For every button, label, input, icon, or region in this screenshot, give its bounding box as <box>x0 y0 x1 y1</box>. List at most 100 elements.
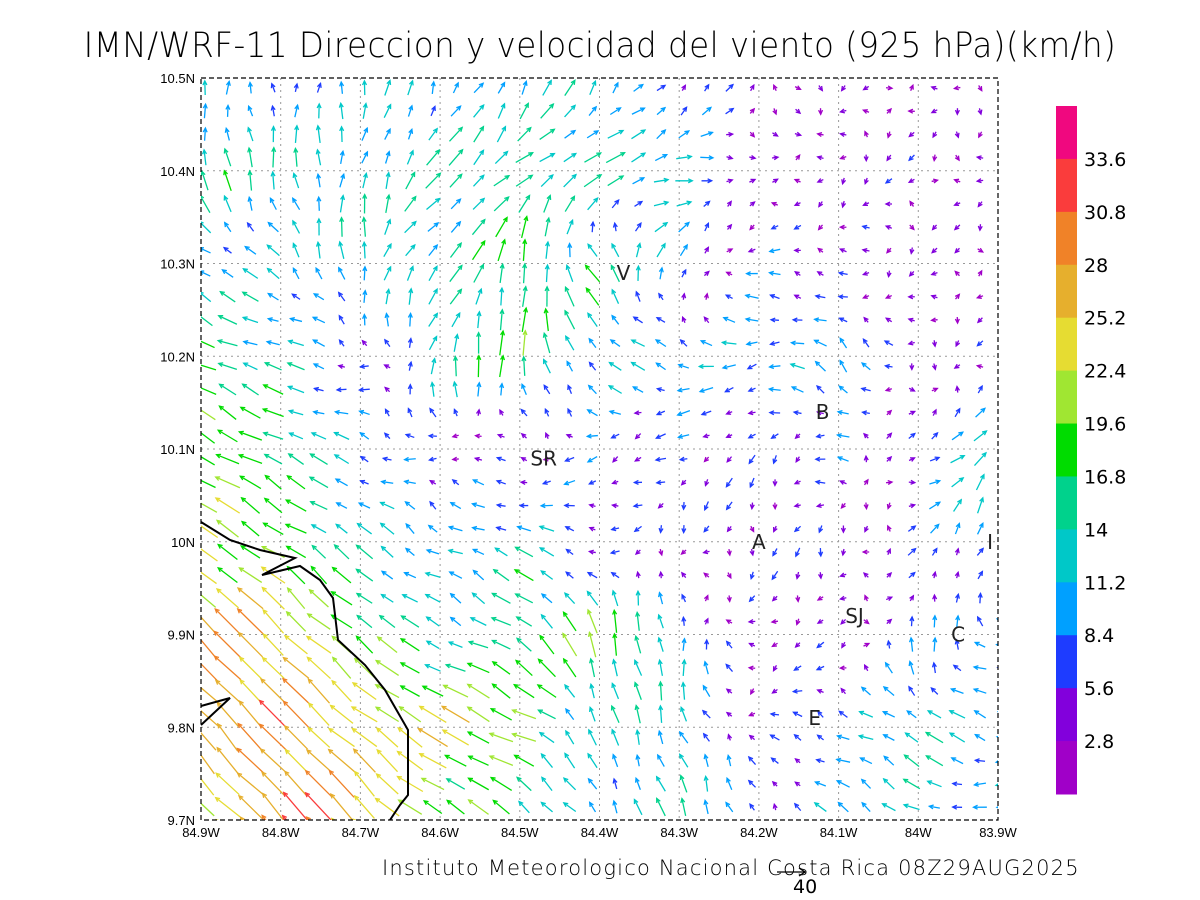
wind-vector <box>563 592 576 605</box>
wind-vector <box>425 640 440 649</box>
wind-vector <box>932 408 937 416</box>
wind-vector <box>908 154 915 162</box>
wind-vector <box>329 792 354 820</box>
wind-vector <box>424 593 441 603</box>
wind-vector <box>337 291 346 302</box>
y-tick-label: 10.2N <box>160 349 195 364</box>
wind-vector <box>931 363 937 371</box>
wind-vector <box>202 148 208 166</box>
wind-vector <box>950 454 966 464</box>
wind-vector <box>331 656 352 679</box>
wind-vector <box>902 778 921 790</box>
wind-vector <box>383 432 391 440</box>
wind-vector <box>904 732 919 743</box>
wind-vector <box>466 706 490 723</box>
wind-vector <box>793 201 801 206</box>
wind-vector <box>519 102 529 120</box>
wind-vector <box>747 410 756 416</box>
wind-vector <box>539 152 556 163</box>
wind-vector <box>401 594 418 603</box>
wind-vector <box>339 149 345 165</box>
wind-vector <box>726 223 733 230</box>
wind-vector <box>770 224 779 230</box>
wind-vector <box>930 523 940 534</box>
wind-vector <box>474 433 482 439</box>
wind-vector <box>541 776 553 791</box>
wind-vector <box>329 704 354 724</box>
wind-vector <box>794 781 801 787</box>
wind-vector <box>749 571 755 581</box>
wind-vector <box>262 431 284 440</box>
wind-vector <box>769 317 779 323</box>
wind-vector <box>994 783 998 787</box>
wind-vector <box>540 752 553 768</box>
wind-vector <box>544 240 551 259</box>
wind-vector <box>881 803 896 812</box>
wind-vector <box>339 172 346 188</box>
wind-vector <box>794 270 801 277</box>
wind-vector <box>885 596 894 602</box>
wind-vector <box>490 616 512 626</box>
wind-vector <box>497 81 506 94</box>
wind-vector <box>588 801 597 813</box>
wind-vector <box>590 220 596 233</box>
wind-vector <box>520 215 529 239</box>
colorbar-label: 25.2 <box>1084 308 1126 330</box>
wind-vector <box>864 177 869 186</box>
wind-vector <box>356 614 373 629</box>
wind-vector <box>292 219 301 234</box>
wind-vector <box>860 778 872 789</box>
wind-vector <box>909 224 915 231</box>
wind-vector <box>999 472 1008 492</box>
wind-vector <box>654 456 667 462</box>
wind-vector <box>655 433 666 439</box>
wind-vector <box>447 525 463 532</box>
place-label: SJ <box>845 604 864 628</box>
wind-vector <box>430 105 436 117</box>
wind-vector <box>681 525 687 534</box>
wind-vector <box>931 661 937 674</box>
wind-vector <box>948 710 966 719</box>
wind-vector <box>380 545 394 558</box>
wind-vector <box>407 360 413 371</box>
wind-vector <box>658 266 664 280</box>
wind-vector <box>418 752 447 769</box>
wind-vector <box>384 127 391 140</box>
wind-vector <box>516 776 532 792</box>
wind-vector <box>544 263 550 283</box>
wind-vector <box>954 547 960 556</box>
wind-vector <box>427 222 440 232</box>
wind-vector <box>656 242 666 258</box>
wind-vector <box>224 126 230 141</box>
wind-vector <box>977 108 983 116</box>
wind-vector <box>635 610 641 631</box>
wind-vector <box>496 433 505 439</box>
wind-vector <box>521 383 527 396</box>
wind-vector <box>565 729 575 745</box>
wind-vector <box>450 220 462 233</box>
wind-vector <box>816 641 825 649</box>
wind-vector <box>681 658 687 676</box>
wind-vector <box>678 753 689 768</box>
wind-vector <box>841 200 847 209</box>
wind-vector <box>607 129 625 139</box>
wind-vector <box>287 453 305 465</box>
wind-vector <box>522 262 528 284</box>
wind-vector <box>333 431 350 440</box>
wind-vector <box>237 794 263 820</box>
wind-vector <box>954 385 961 393</box>
wind-vector <box>223 221 232 233</box>
wind-vector <box>352 748 376 773</box>
wind-vector <box>793 294 802 300</box>
wind-vector <box>931 224 938 231</box>
wind-vector <box>932 154 938 163</box>
wind-vector <box>425 616 440 627</box>
wind-vector <box>883 755 895 766</box>
wind-vector <box>214 476 241 489</box>
wind-vector <box>261 586 285 610</box>
wind-vector <box>954 638 960 650</box>
wind-vector <box>790 386 804 393</box>
coastline <box>200 521 409 821</box>
wind-vector <box>857 734 874 741</box>
wind-vector <box>362 172 368 189</box>
